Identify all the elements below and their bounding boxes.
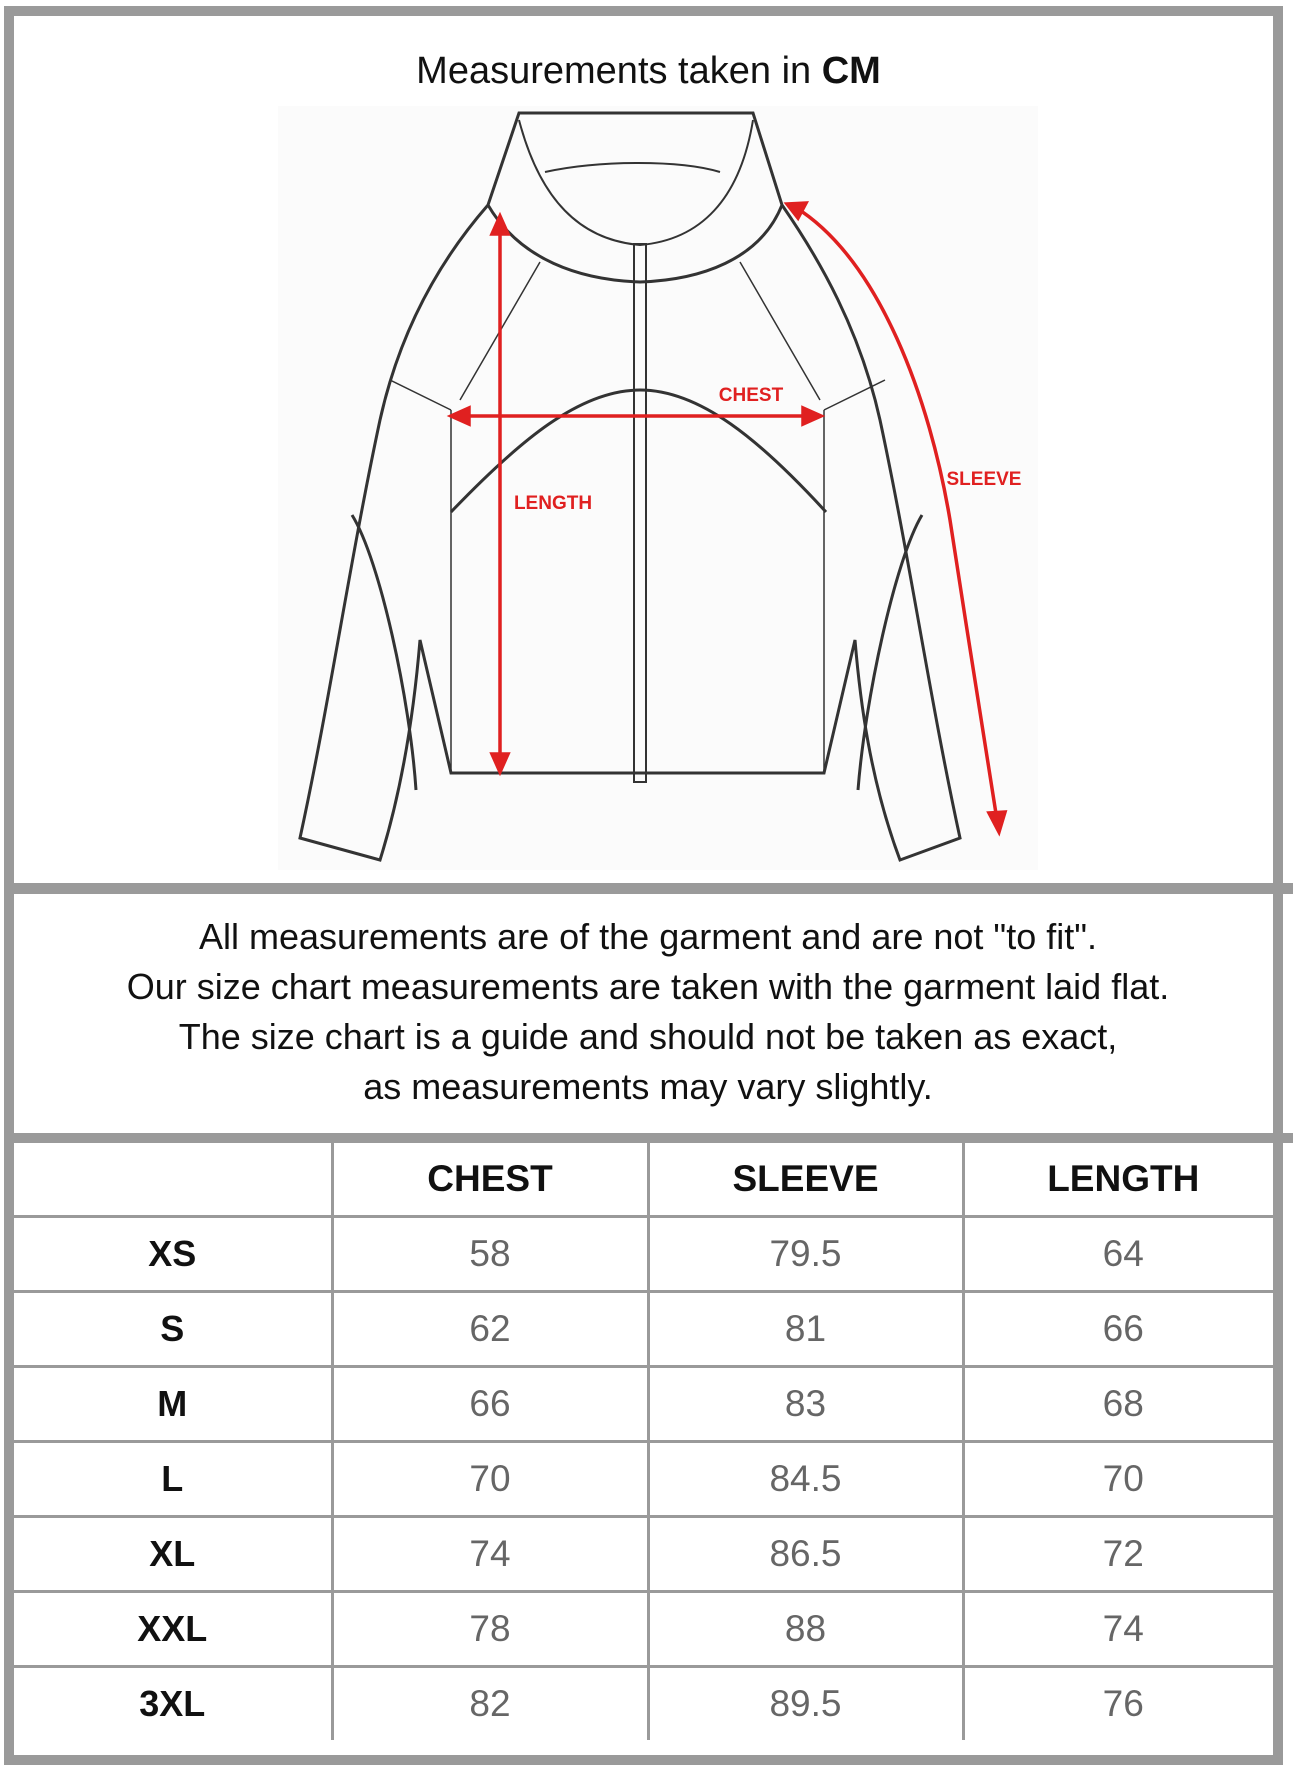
chest-cell: 66 — [330, 1365, 650, 1443]
header-size — [14, 1143, 334, 1218]
table-row: S 62 81 66 — [14, 1290, 1282, 1368]
diagram-background — [278, 106, 1038, 870]
length-arrow-head — [489, 211, 511, 236]
sleeve-arrow — [794, 205, 999, 821]
sleeve-cell: 81 — [646, 1290, 965, 1368]
chest-cell: 62 — [330, 1290, 650, 1368]
note-line: as measurements may vary slightly. — [363, 1066, 933, 1107]
page-title: Measurements taken in CM — [416, 50, 881, 92]
sleeve-cell: 86.5 — [646, 1515, 965, 1593]
table-header-row: CHEST SLEEVE LENGTH — [14, 1143, 1282, 1218]
table-row: XXL 78 88 74 — [14, 1590, 1282, 1668]
hoodie-outline — [298, 111, 962, 862]
sleeve-cell: 79.5 — [646, 1215, 965, 1293]
size-cell: L — [14, 1440, 334, 1518]
table-row: XS 58 79.5 64 — [14, 1215, 1282, 1293]
size-table: CHEST SLEEVE LENGTH XS 58 79.5 64 S 62 81 66 M 66… — [14, 1143, 1282, 1740]
sleeve-cell: 88 — [646, 1590, 965, 1668]
sleeve-label: SLEEVE — [947, 469, 1022, 490]
measurement-notes: All measurements are of the garment and … — [16, 912, 1280, 1112]
table-row: M 66 83 68 — [14, 1365, 1282, 1443]
table-row: XL 74 86.5 72 — [14, 1515, 1282, 1593]
section-divider — [4, 1133, 1293, 1143]
size-cell: XL — [14, 1515, 334, 1593]
measure-arrows — [446, 201, 1008, 837]
section-divider — [4, 883, 1293, 894]
length-arrow-head — [489, 752, 511, 777]
size-cell: S — [14, 1290, 334, 1368]
size-cell: XXL — [14, 1590, 334, 1668]
size-cell: 3XL — [14, 1665, 334, 1740]
table-row: L 70 84.5 70 — [14, 1440, 1282, 1518]
sleeve-cell: 83 — [646, 1365, 965, 1443]
length-label: LENGTH — [514, 493, 592, 514]
chest-label: CHEST — [719, 385, 784, 406]
length-cell: 72 — [961, 1515, 1282, 1593]
length-cell: 74 — [961, 1590, 1282, 1668]
chest-cell: 70 — [330, 1440, 650, 1518]
length-cell: 68 — [961, 1365, 1282, 1443]
chest-cell: 82 — [330, 1665, 650, 1740]
sleeve-cell: 89.5 — [646, 1665, 965, 1740]
chest-cell: 58 — [330, 1215, 650, 1293]
chest-cell: 74 — [330, 1515, 650, 1593]
table-row: 3XL 82 89.5 76 — [14, 1665, 1282, 1740]
sleeve-arrow-head — [783, 201, 810, 222]
header-length: LENGTH — [961, 1143, 1282, 1218]
chest-arrow-head — [801, 405, 826, 427]
note-line: All measurements are of the garment and … — [198, 916, 1097, 957]
header-sleeve: SLEEVE — [646, 1143, 965, 1218]
length-cell: 70 — [961, 1440, 1282, 1518]
sleeve-arrow-head — [986, 810, 1008, 837]
size-cell: M — [14, 1365, 334, 1443]
length-cell: 66 — [961, 1290, 1282, 1368]
note-line: The size chart is a guide and should not… — [178, 1016, 1118, 1057]
length-cell: 64 — [961, 1215, 1282, 1293]
note-line: Our size chart measurements are taken wi… — [126, 966, 1170, 1007]
length-cell: 76 — [961, 1665, 1282, 1740]
chest-cell: 78 — [330, 1590, 650, 1668]
sleeve-cell: 84.5 — [646, 1440, 965, 1518]
chest-arrow-head — [446, 405, 471, 427]
header-chest: CHEST — [330, 1143, 650, 1218]
size-cell: XS — [14, 1215, 334, 1293]
